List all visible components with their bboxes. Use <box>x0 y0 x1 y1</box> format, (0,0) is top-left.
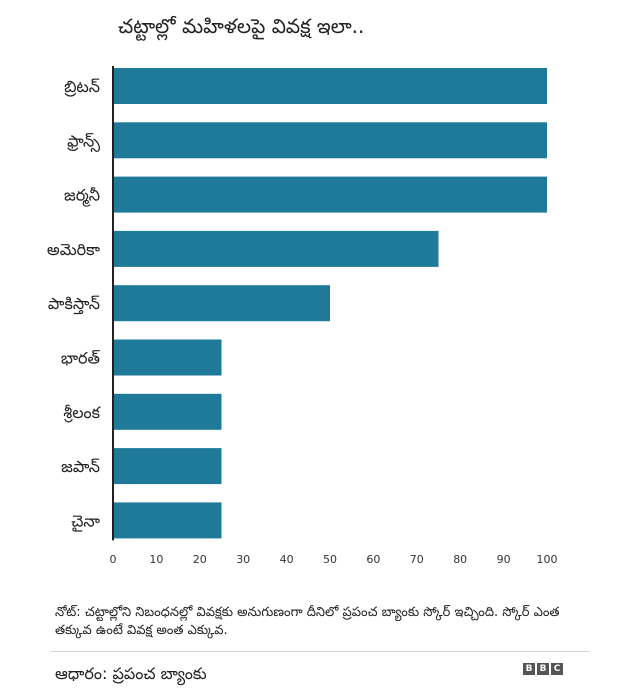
bar-chart: బ్రిటన్ ఫ్రాన్స్ జర్మనీ అమెరికా పాకిస్తాన్ భా… <box>47 66 558 566</box>
logo-letter: B <box>523 663 535 675</box>
x-tick-label: 90 <box>497 553 511 566</box>
x-tick-label: 0 <box>110 553 117 566</box>
x-tick-label: 50 <box>323 553 337 566</box>
category-label: జపాన్ <box>61 457 100 476</box>
bar <box>113 176 547 213</box>
bar <box>113 448 222 485</box>
category-label: భారత్ <box>61 349 101 368</box>
category-label: బ్రిటన్ <box>64 77 100 97</box>
source-label: ఆధారం: ప్రపంచ బ్యాంకు <box>55 664 207 683</box>
bar <box>113 230 439 267</box>
bar <box>113 502 222 539</box>
x-tick-label: 60 <box>366 553 380 566</box>
logo-letter: C <box>551 663 563 675</box>
bar <box>113 68 547 104</box>
bbc-logo: B B C <box>523 663 563 675</box>
chart-note: నోట్: చట్టాల్లోని నిబంధనల్లో వివక్షకు అన… <box>55 605 560 638</box>
category-label: చైనా <box>71 511 100 532</box>
category-label: శ్రీలంక <box>63 403 101 423</box>
x-tick-label: 30 <box>236 553 250 566</box>
bar <box>113 339 222 376</box>
x-tick-label: 100 <box>537 553 558 566</box>
bar <box>113 393 222 430</box>
chart-title: చట్టాల్లో మహిళలపై వివక్ష ఇలా.. <box>118 14 365 38</box>
x-tick-label: 70 <box>410 553 424 566</box>
bar <box>113 285 330 322</box>
category-label: ఫ్రాన్స్ <box>67 131 101 152</box>
divider <box>50 651 590 652</box>
x-tick-label: 10 <box>149 553 163 566</box>
category-label: పాకిస్తాన్ <box>48 294 100 315</box>
category-label: జర్మనీ <box>64 186 100 208</box>
x-tick-label: 80 <box>453 553 467 566</box>
logo-letter: B <box>537 663 549 675</box>
category-label: అమెరికా <box>47 240 100 259</box>
x-tick-label: 20 <box>193 553 207 566</box>
x-tick-label: 40 <box>280 553 294 566</box>
bar <box>113 122 547 159</box>
